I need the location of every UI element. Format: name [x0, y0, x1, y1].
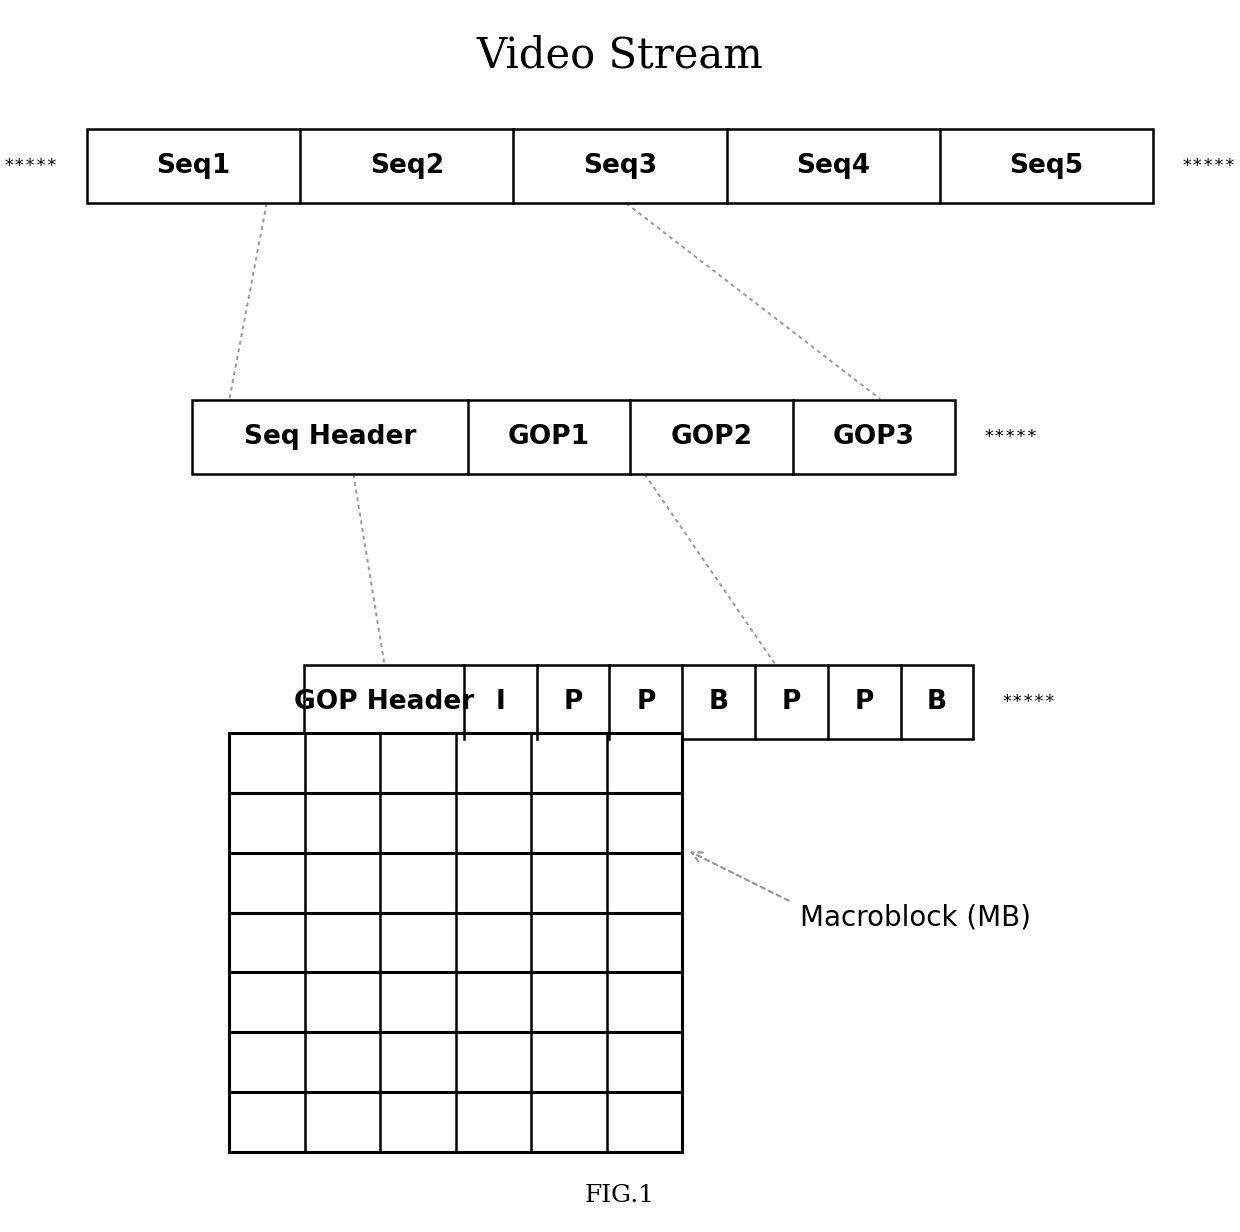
Text: Seq1: Seq1: [156, 153, 231, 180]
Text: *****: *****: [4, 158, 58, 175]
Text: Macroblock (MB): Macroblock (MB): [800, 904, 1030, 931]
Text: Seq3: Seq3: [583, 153, 657, 180]
Text: B: B: [928, 689, 947, 716]
Text: GOP3: GOP3: [833, 424, 915, 451]
Text: Seq4: Seq4: [796, 153, 870, 180]
Text: *****: *****: [983, 429, 1038, 446]
Bar: [229, 733, 682, 1152]
Text: Seq2: Seq2: [370, 153, 444, 180]
Text: P: P: [563, 689, 583, 716]
Text: Video Stream: Video Stream: [476, 34, 764, 76]
Text: *****: *****: [1002, 694, 1056, 711]
Text: GOP1: GOP1: [508, 424, 590, 451]
Bar: [192, 400, 955, 474]
Bar: [304, 665, 973, 739]
Text: GOP2: GOP2: [671, 424, 753, 451]
Bar: [87, 129, 1153, 203]
Text: Seq5: Seq5: [1009, 153, 1084, 180]
Text: *****: *****: [1182, 158, 1236, 175]
Text: I: I: [496, 689, 505, 716]
Text: FIG.1: FIG.1: [585, 1184, 655, 1206]
Text: P: P: [854, 689, 874, 716]
Text: GOP Header: GOP Header: [294, 689, 474, 716]
Text: P: P: [636, 689, 656, 716]
Text: Seq Header: Seq Header: [244, 424, 417, 451]
Text: B: B: [708, 689, 729, 716]
Text: P: P: [781, 689, 801, 716]
